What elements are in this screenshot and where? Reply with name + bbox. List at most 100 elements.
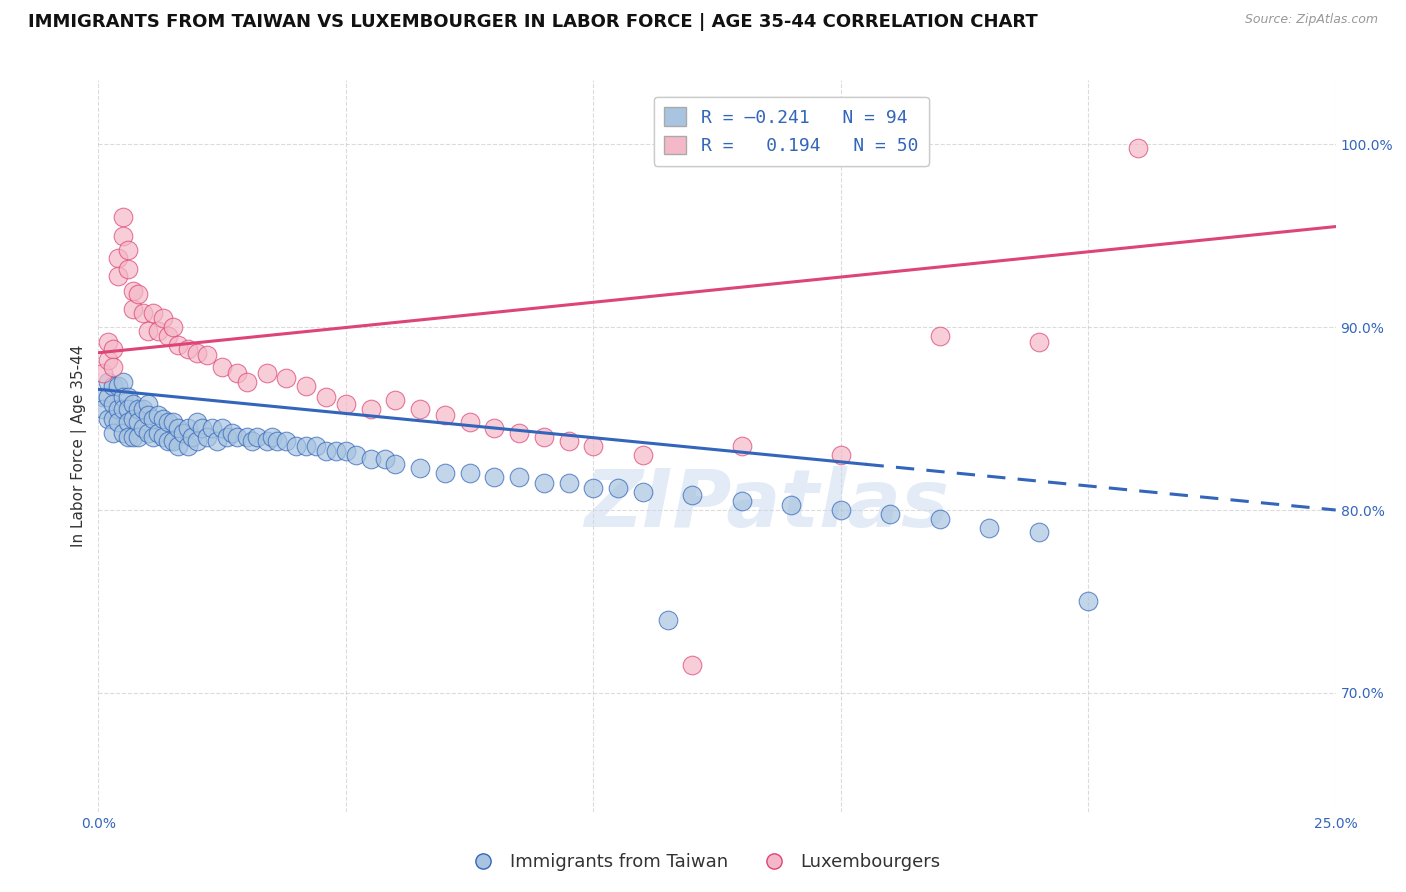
Legend: Immigrants from Taiwan, Luxembourgers: Immigrants from Taiwan, Luxembourgers bbox=[458, 847, 948, 879]
Point bbox=[93, 390, 115, 404]
Point bbox=[305, 439, 328, 453]
Point bbox=[107, 402, 129, 417]
Point bbox=[162, 434, 184, 448]
Point bbox=[484, 470, 506, 484]
Point bbox=[117, 244, 139, 258]
Point bbox=[176, 342, 198, 356]
Point bbox=[360, 451, 382, 466]
Point bbox=[103, 397, 125, 411]
Point bbox=[557, 475, 579, 490]
Point bbox=[112, 211, 135, 225]
Point bbox=[156, 415, 179, 429]
Point bbox=[166, 439, 188, 453]
Point bbox=[217, 430, 239, 444]
Point bbox=[97, 411, 120, 425]
Point bbox=[335, 444, 357, 458]
Point bbox=[236, 375, 259, 389]
Point bbox=[97, 375, 120, 389]
Point bbox=[830, 503, 852, 517]
Point bbox=[127, 415, 149, 429]
Point bbox=[186, 434, 208, 448]
Point bbox=[582, 439, 605, 453]
Point bbox=[146, 324, 169, 338]
Point bbox=[830, 448, 852, 462]
Point bbox=[260, 430, 283, 444]
Point bbox=[657, 613, 679, 627]
Point bbox=[384, 458, 406, 472]
Point bbox=[156, 434, 179, 448]
Point bbox=[127, 287, 149, 301]
Point bbox=[146, 408, 169, 422]
Point bbox=[172, 426, 194, 441]
Point bbox=[484, 420, 506, 434]
Text: Source: ZipAtlas.com: Source: ZipAtlas.com bbox=[1244, 13, 1378, 27]
Point bbox=[136, 408, 159, 422]
Point bbox=[335, 397, 357, 411]
Point bbox=[195, 430, 218, 444]
Point bbox=[117, 390, 139, 404]
Point bbox=[117, 261, 139, 276]
Point bbox=[1028, 334, 1050, 349]
Point bbox=[226, 430, 249, 444]
Point bbox=[344, 448, 367, 462]
Point bbox=[132, 305, 155, 319]
Point bbox=[266, 434, 288, 448]
Point bbox=[162, 320, 184, 334]
Point bbox=[246, 430, 269, 444]
Point bbox=[325, 444, 347, 458]
Point bbox=[93, 366, 115, 380]
Point bbox=[533, 475, 555, 490]
Point bbox=[240, 434, 263, 448]
Point bbox=[557, 434, 579, 448]
Point bbox=[928, 512, 950, 526]
Point bbox=[433, 408, 456, 422]
Point bbox=[152, 411, 174, 425]
Point bbox=[1126, 141, 1149, 155]
Point bbox=[166, 338, 188, 352]
Point bbox=[156, 329, 179, 343]
Point bbox=[181, 430, 204, 444]
Point bbox=[315, 390, 337, 404]
Point bbox=[93, 402, 115, 417]
Point bbox=[117, 402, 139, 417]
Point bbox=[433, 467, 456, 481]
Point bbox=[107, 268, 129, 283]
Point bbox=[112, 390, 135, 404]
Point bbox=[142, 430, 165, 444]
Y-axis label: In Labor Force | Age 35-44: In Labor Force | Age 35-44 bbox=[72, 345, 87, 547]
Point bbox=[122, 301, 145, 316]
Point bbox=[152, 430, 174, 444]
Point bbox=[122, 397, 145, 411]
Point bbox=[112, 402, 135, 417]
Point bbox=[117, 415, 139, 429]
Legend: R = –0.241   N = 94, R =   0.194   N = 50: R = –0.241 N = 94, R = 0.194 N = 50 bbox=[654, 96, 929, 166]
Point bbox=[176, 420, 198, 434]
Point bbox=[136, 397, 159, 411]
Point bbox=[681, 658, 703, 673]
Point bbox=[226, 366, 249, 380]
Point bbox=[236, 430, 259, 444]
Point bbox=[127, 430, 149, 444]
Point bbox=[112, 375, 135, 389]
Point bbox=[1028, 524, 1050, 539]
Point bbox=[136, 324, 159, 338]
Point bbox=[136, 426, 159, 441]
Point bbox=[681, 488, 703, 502]
Point bbox=[122, 411, 145, 425]
Point bbox=[107, 378, 129, 392]
Point bbox=[112, 426, 135, 441]
Point bbox=[112, 228, 135, 243]
Point bbox=[508, 470, 530, 484]
Point bbox=[315, 444, 337, 458]
Point bbox=[508, 426, 530, 441]
Point bbox=[458, 467, 481, 481]
Point bbox=[276, 371, 298, 385]
Point bbox=[122, 430, 145, 444]
Point bbox=[780, 498, 803, 512]
Point bbox=[132, 402, 155, 417]
Point bbox=[122, 284, 145, 298]
Point bbox=[195, 347, 218, 362]
Point bbox=[295, 378, 318, 392]
Point bbox=[103, 378, 125, 392]
Point bbox=[97, 334, 120, 349]
